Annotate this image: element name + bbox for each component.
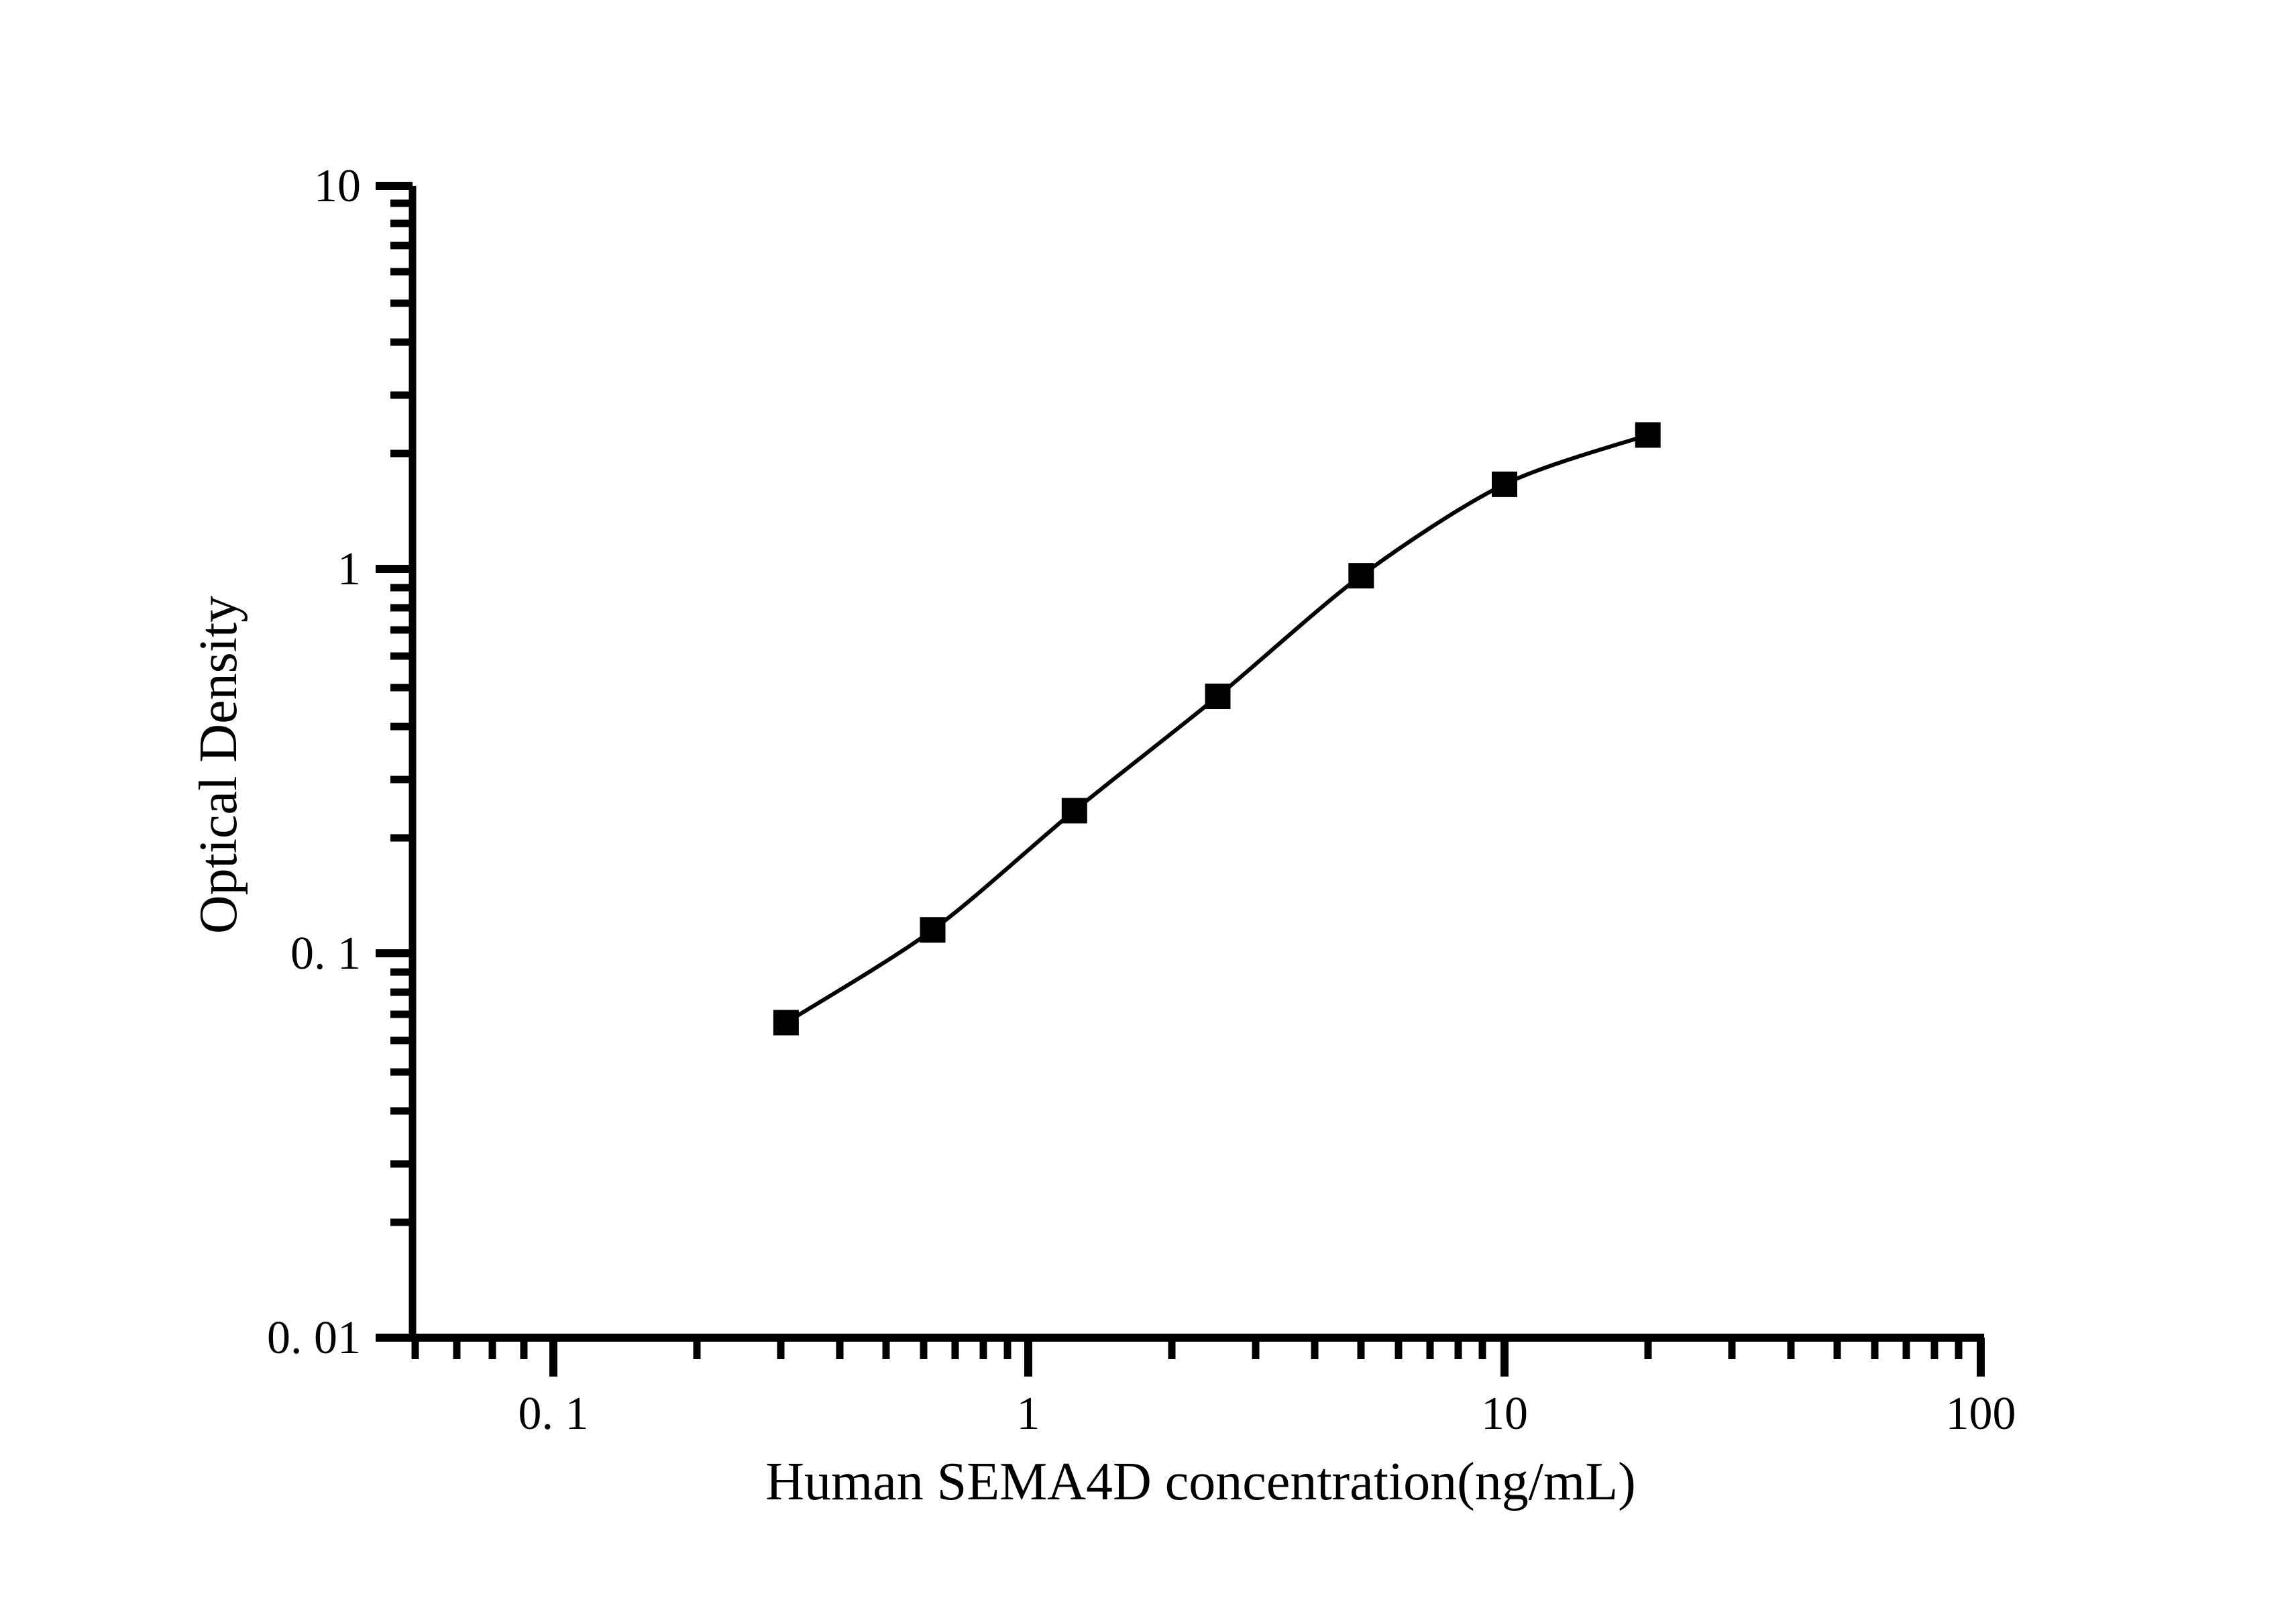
y-axis-minor-ticks — [390, 199, 413, 1226]
y-axis-title: Optical Density — [189, 596, 248, 934]
y-tick-label-0-01: 0. 01 — [267, 1312, 361, 1364]
x-axis: 0. 1 1 10 100 Human SEMA4D concentration… — [409, 1334, 2016, 1511]
data-point-marker — [1061, 798, 1087, 824]
y-tick-label-1: 1 — [337, 543, 361, 595]
x-axis-title: Human SEMA4D concentration(ng/mL) — [765, 1452, 1636, 1511]
data-point-marker — [1348, 563, 1374, 589]
x-axis-minor-ticks — [411, 1338, 1963, 1359]
x-axis-major-ticks — [549, 1338, 1985, 1377]
y-axis-major-ticks — [376, 182, 413, 1342]
data-point-marker — [1205, 684, 1231, 709]
y-axis: 10 1 0. 1 0. 01 Optical Density — [189, 160, 417, 1364]
data-series-standard-curve — [773, 422, 1661, 1036]
data-point-marker — [1635, 422, 1661, 448]
data-point-marker — [773, 1010, 799, 1036]
x-tick-label-100: 100 — [1946, 1388, 2016, 1440]
data-point-marker — [920, 917, 946, 943]
x-tick-label-1: 1 — [1017, 1388, 1040, 1440]
x-tick-label-0-1: 0. 1 — [518, 1388, 589, 1440]
y-tick-label-0-1: 0. 1 — [290, 928, 361, 979]
data-point-marker — [1492, 471, 1517, 497]
series-markers — [773, 422, 1661, 1036]
x-tick-label-10: 10 — [1481, 1388, 1528, 1440]
y-tick-label-10: 10 — [314, 160, 361, 212]
